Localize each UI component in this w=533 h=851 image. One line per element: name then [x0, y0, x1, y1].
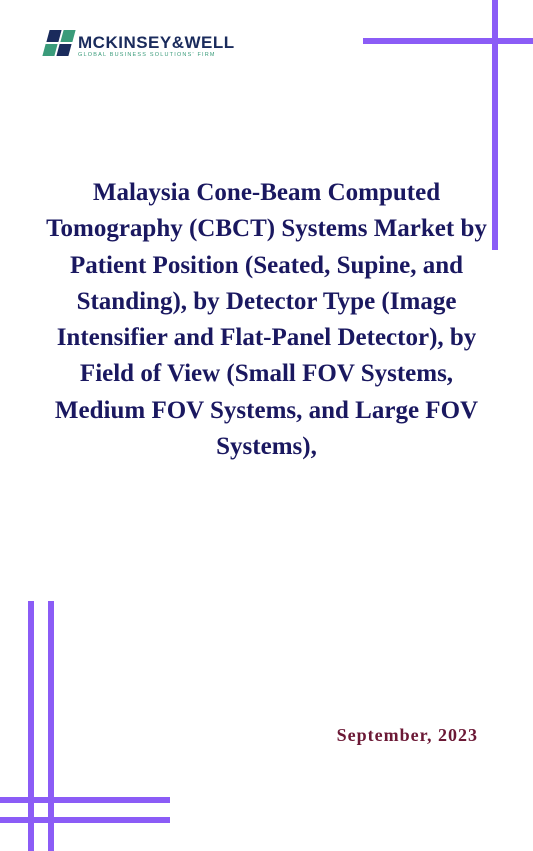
logo-tagline: GLOBAL BUSINESS SOLUTIONS' FIRM — [78, 53, 235, 59]
logo-square-2 — [60, 30, 75, 42]
report-date: September, 2023 — [337, 725, 478, 746]
logo-text-block: MCKINSEY&WELL GLOBAL BUSINESS SOLUTIONS'… — [78, 34, 235, 59]
logo-mark-icon — [40, 30, 72, 62]
logo-company-name: MCKINSEY&WELL — [78, 34, 235, 51]
report-cover-page: MCKINSEY&WELL GLOBAL BUSINESS SOLUTIONS'… — [0, 0, 533, 851]
decoration-corner-bl-vertical-1 — [28, 601, 34, 851]
logo-square-3 — [42, 44, 57, 56]
logo-square-1 — [46, 30, 61, 42]
logo-square-4 — [56, 44, 71, 56]
report-date-block: September, 2023 — [337, 725, 478, 746]
decoration-corner-bl-horizontal-2 — [0, 817, 170, 823]
report-title-block: Malaysia Cone-Beam Computed Tomography (… — [35, 175, 498, 465]
company-logo: MCKINSEY&WELL GLOBAL BUSINESS SOLUTIONS'… — [40, 30, 235, 62]
decoration-corner-bl-horizontal-1 — [0, 797, 170, 803]
report-title: Malaysia Cone-Beam Computed Tomography (… — [35, 175, 498, 465]
decoration-corner-tr-horizontal — [363, 38, 533, 44]
decoration-corner-bl-vertical-2 — [48, 601, 54, 851]
